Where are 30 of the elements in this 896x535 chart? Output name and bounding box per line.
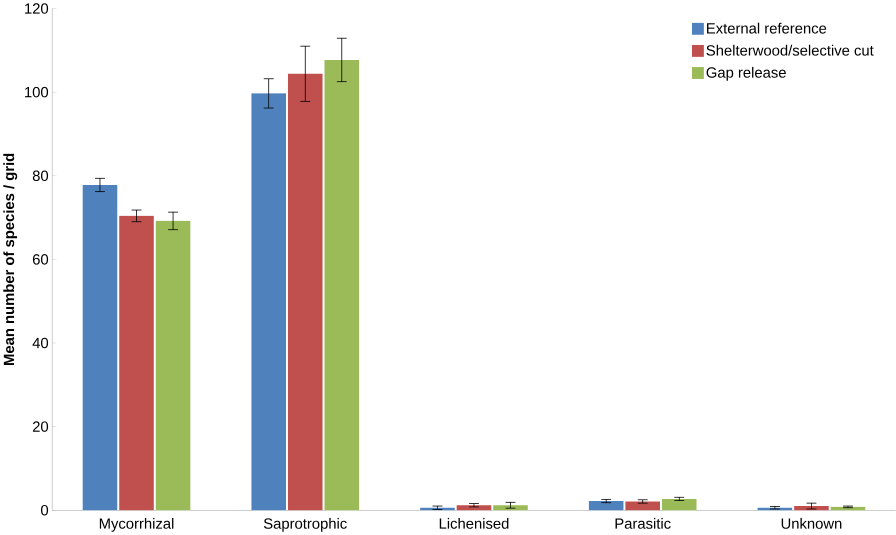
bar: [662, 498, 697, 510]
bar: [493, 505, 528, 510]
legend-label: Gap release: [706, 66, 786, 81]
bar: [830, 506, 866, 510]
bar: [82, 184, 118, 510]
x-tick-label: Lichenised: [440, 518, 508, 529]
x-tick-label: Mycorrhizal: [100, 518, 174, 532]
legend-label: Shelterwood/selective cut: [706, 44, 874, 56]
y-tick-label: 100: [25, 86, 48, 98]
bar: [625, 501, 660, 510]
bar: [324, 60, 360, 510]
bar: [156, 220, 190, 510]
x-tick-label: Parasitic: [616, 518, 671, 529]
y-tick-label: 60: [32, 254, 48, 265]
legend-label: External reference: [707, 22, 826, 34]
bar: [456, 505, 492, 510]
y-tick-label: 20: [32, 421, 48, 432]
y-tick-label: 40: [32, 338, 48, 348]
bar: [588, 501, 624, 510]
x-tick-label: Unknown: [782, 518, 842, 529]
bar: [251, 93, 286, 510]
x-tick-label: Saprotrophic: [264, 518, 347, 532]
bar: [794, 506, 829, 510]
bar: [119, 216, 154, 510]
bar: [288, 74, 323, 510]
bar: [758, 508, 792, 510]
y-axis-title: Mean number of species / grid: [3, 154, 18, 365]
y-tick-label: 120: [25, 3, 48, 14]
y-tick-label: 0: [41, 504, 48, 516]
y-tick-label: 80: [32, 170, 48, 181]
